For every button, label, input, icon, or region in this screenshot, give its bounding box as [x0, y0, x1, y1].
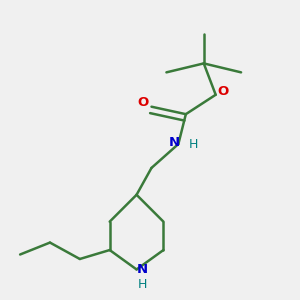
Text: O: O	[218, 85, 229, 98]
Text: H: H	[138, 278, 147, 292]
Text: H: H	[189, 138, 198, 152]
Text: O: O	[137, 96, 149, 109]
Text: N: N	[169, 136, 180, 149]
Text: N: N	[137, 263, 148, 276]
